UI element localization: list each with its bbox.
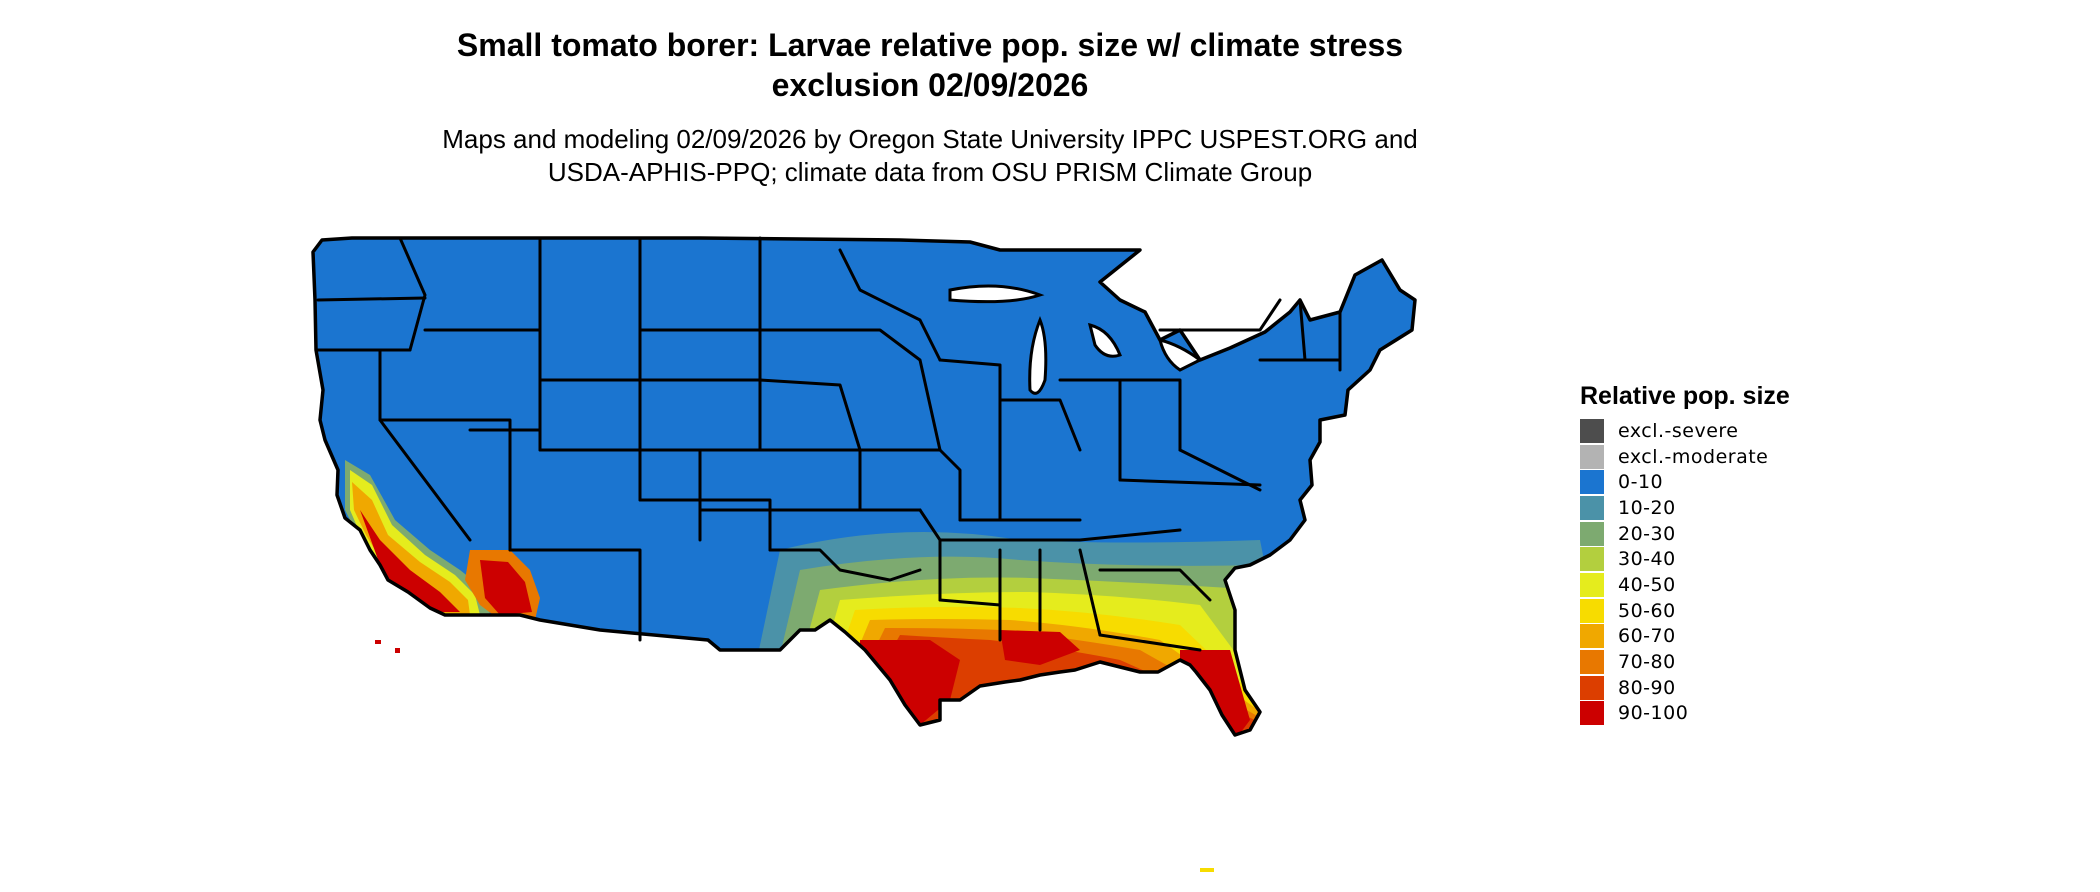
legend-item: 30-40 xyxy=(1580,546,1900,572)
legend-item: 90-100 xyxy=(1580,701,1900,727)
legend-swatch xyxy=(1580,521,1604,546)
legend-label: 60-70 xyxy=(1618,625,1676,648)
legend-item: excl.-severe xyxy=(1580,418,1900,444)
legend-label: 70-80 xyxy=(1618,651,1676,674)
legend-swatch xyxy=(1580,598,1604,623)
map-subtitle-line-1: Maps and modeling 02/09/2026 by Oregon S… xyxy=(442,124,1418,154)
legend-label: 10-20 xyxy=(1618,496,1676,519)
legend-swatch xyxy=(1580,470,1604,495)
legend-swatch xyxy=(1580,572,1604,597)
legend-swatch xyxy=(1580,624,1604,649)
legend-items: excl.-severe excl.-moderate 0-10 10-20 20-30… xyxy=(1580,418,1900,726)
map-subtitle-line-2: USDA-APHIS-PPQ; climate data from OSU PR… xyxy=(547,157,1313,187)
legend-label: excl.-severe xyxy=(1618,419,1739,442)
legend-item: 80-90 xyxy=(1580,675,1900,701)
map-title-line-2: exclusion 02/09/2026 xyxy=(771,67,1089,103)
legend-label: excl.-moderate xyxy=(1618,445,1769,468)
legend-item: 10-20 xyxy=(1580,495,1900,521)
map-title-line-1: Small tomato borer: Larvae relative pop.… xyxy=(456,27,1404,63)
legend-item: 60-70 xyxy=(1580,624,1900,650)
legend-label: 90-100 xyxy=(1618,702,1689,725)
legend-item: 0-10 xyxy=(1580,469,1900,495)
legend-item: excl.-moderate xyxy=(1580,444,1900,470)
legend-label: 40-50 xyxy=(1618,573,1676,596)
legend-swatch xyxy=(1580,495,1604,520)
legend-swatch xyxy=(1580,418,1604,443)
legend-item: 40-50 xyxy=(1580,572,1900,598)
legend-title: Relative pop. size xyxy=(1580,382,1790,410)
legend: Relative pop. size excl.-severe excl.-mod… xyxy=(1580,380,1900,726)
legend-swatch xyxy=(1580,675,1604,700)
legend-label: 50-60 xyxy=(1618,599,1676,622)
legend-label: 30-40 xyxy=(1618,548,1676,571)
legend-swatch xyxy=(1580,650,1604,675)
legend-swatch xyxy=(1580,701,1604,726)
legend-swatch xyxy=(1580,547,1604,572)
legend-label: 80-90 xyxy=(1618,676,1676,699)
legend-item: 70-80 xyxy=(1580,649,1900,675)
legend-label: 20-30 xyxy=(1618,522,1676,545)
legend-item: 20-30 xyxy=(1580,521,1900,547)
legend-label: 0-10 xyxy=(1618,471,1664,494)
legend-swatch xyxy=(1580,444,1604,469)
legend-item: 50-60 xyxy=(1580,598,1900,624)
us-map xyxy=(300,220,1560,890)
